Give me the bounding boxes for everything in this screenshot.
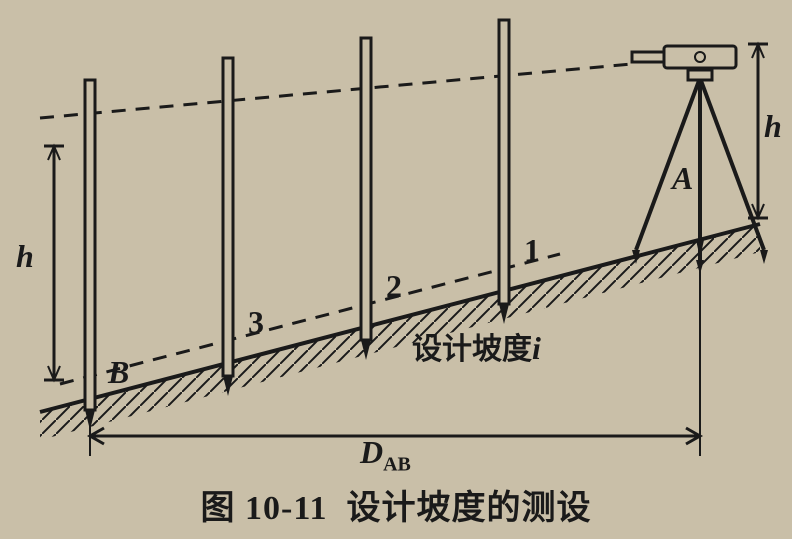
label-h-left: h bbox=[16, 238, 34, 275]
stake-B bbox=[85, 80, 95, 430]
dab-D: D bbox=[360, 434, 383, 470]
stake-2 bbox=[361, 38, 371, 360]
label-stake-1: 1 bbox=[524, 232, 540, 269]
ground-hatch bbox=[40, 224, 760, 440]
label-h-right: h bbox=[764, 108, 782, 145]
slope-label-text: 设计坡度 bbox=[412, 333, 532, 366]
figure-caption: 图 10-11 设计坡度的测设 bbox=[0, 480, 792, 529]
label-B: B bbox=[108, 354, 129, 391]
label-DAB: DAB bbox=[360, 434, 411, 476]
label-A: A bbox=[672, 160, 693, 197]
dab-sub: AB bbox=[383, 453, 411, 475]
caption-title: 设计坡度的测设 bbox=[346, 490, 591, 527]
label-stake-2: 2 bbox=[386, 268, 402, 305]
sight-line bbox=[40, 64, 632, 118]
caption-prefix: 图 10-11 bbox=[201, 490, 328, 527]
diagram-canvas: h h B A 1 2 3 设计坡度i DAB 图 10-11 设计坡度的测设 bbox=[0, 0, 792, 539]
label-stake-3: 3 bbox=[248, 304, 264, 341]
stake-3 bbox=[223, 58, 233, 396]
slope-symbol: i bbox=[532, 330, 541, 366]
label-slope-text: 设计坡度i bbox=[412, 324, 541, 368]
stake-1 bbox=[499, 20, 509, 324]
